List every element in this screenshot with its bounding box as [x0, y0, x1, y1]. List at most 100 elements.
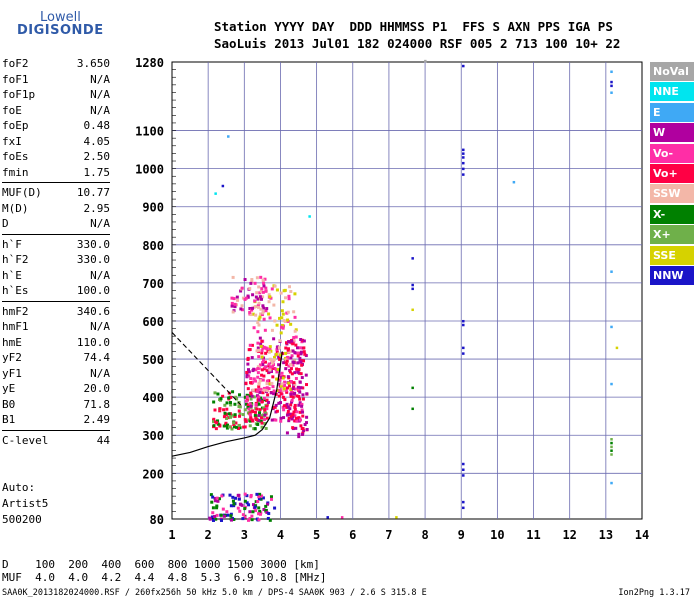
param-separator	[2, 429, 110, 431]
y-tick-label: 600	[142, 315, 164, 329]
echo-point	[273, 319, 277, 323]
echo-point	[265, 347, 269, 351]
y-tick-label: 1280	[135, 56, 164, 70]
echo-point	[271, 365, 275, 369]
echo-point	[279, 416, 283, 420]
echo-point	[287, 350, 291, 354]
param-value: 1.75	[83, 165, 111, 179]
echo-point	[291, 395, 295, 399]
echo-point	[462, 500, 465, 504]
echo-point	[301, 397, 305, 401]
echo-point	[267, 387, 271, 391]
echo-point	[275, 409, 279, 413]
x-tick-label: 14	[635, 528, 649, 542]
echo-point	[250, 343, 254, 347]
echo-point	[289, 367, 293, 371]
echo-point	[233, 302, 237, 306]
software-version: Ion2Png 1.3.17	[618, 588, 690, 598]
echo-point	[232, 297, 236, 301]
echo-point	[289, 394, 293, 398]
echo-point	[462, 167, 465, 171]
echo-point	[257, 495, 261, 499]
param-name: h`E	[2, 268, 22, 282]
echo-point	[267, 364, 271, 368]
echo-point	[301, 432, 305, 436]
echo-point	[259, 342, 263, 346]
echo-point	[462, 64, 465, 68]
echo-point	[249, 381, 253, 385]
echo-point	[210, 515, 214, 519]
echo-point	[215, 506, 219, 510]
electron-density-profile-curve	[171, 351, 283, 457]
echo-point	[248, 287, 252, 291]
echo-point	[237, 405, 241, 409]
echo-point	[289, 387, 293, 391]
echo-point	[286, 375, 290, 379]
echo-point	[294, 426, 298, 430]
echo-point	[254, 313, 258, 317]
echo-point	[280, 376, 284, 380]
echo-point	[266, 516, 270, 520]
echo-point	[251, 388, 255, 392]
echo-point	[256, 422, 260, 426]
echo-point	[295, 419, 299, 423]
echo-point	[231, 499, 235, 503]
echo-point	[215, 504, 219, 508]
echo-point	[287, 381, 291, 385]
echo-point	[230, 304, 234, 308]
legend-item: NNW	[650, 265, 694, 285]
echo-point	[291, 387, 295, 391]
echo-point	[298, 390, 302, 394]
echo-point	[301, 393, 305, 397]
echo-point	[289, 392, 293, 396]
echo-point	[610, 91, 613, 94]
echo-point	[261, 378, 265, 382]
echo-point	[286, 310, 290, 314]
param-value: 2.95	[83, 201, 111, 215]
echo-point	[285, 386, 289, 390]
echo-point	[212, 400, 216, 404]
param-name: B0	[2, 397, 16, 411]
echo-point	[293, 351, 297, 355]
echo-point	[284, 346, 288, 350]
distance-row: D 100 200 400 600 800 1000 1500 3000 [km…	[2, 558, 320, 571]
echo-point	[296, 346, 300, 350]
polarization-legend: NoVal NNE E W Vo- Vo+ SSW X- X+ SSE NNW	[650, 62, 694, 286]
echo-point	[214, 497, 218, 501]
echo-point	[292, 360, 296, 364]
echo-point	[248, 402, 252, 406]
echo-point	[265, 386, 269, 390]
echo-point	[261, 278, 265, 282]
echo-point	[269, 365, 273, 369]
echo-point	[229, 504, 233, 508]
echo-point	[246, 387, 250, 391]
echo-point	[243, 499, 247, 503]
echo-point	[255, 276, 259, 280]
echo-point	[304, 354, 308, 358]
echo-point	[288, 407, 292, 411]
echo-point	[258, 390, 262, 394]
echo-point	[252, 367, 256, 371]
echo-point	[252, 427, 256, 431]
x-tick-label: 7	[385, 528, 392, 542]
echo-point	[254, 403, 258, 407]
echo-point	[241, 513, 245, 517]
echo-point	[222, 514, 226, 518]
echo-point	[285, 413, 289, 417]
echo-point	[265, 369, 269, 373]
echo-point	[216, 422, 220, 426]
echo-point	[268, 357, 272, 361]
echo-point	[272, 358, 276, 362]
echo-point	[233, 305, 237, 309]
echo-point	[295, 394, 299, 398]
param-name: foEs	[2, 150, 29, 163]
echo-point	[225, 401, 229, 405]
echo-point	[277, 352, 281, 356]
echo-point	[214, 427, 218, 431]
echo-point	[251, 510, 255, 514]
echo-point	[285, 405, 289, 409]
echo-point	[255, 407, 259, 411]
y-tick-label: 80	[150, 513, 164, 527]
y-tick-label: 1100	[135, 125, 164, 139]
echo-point	[298, 356, 302, 360]
